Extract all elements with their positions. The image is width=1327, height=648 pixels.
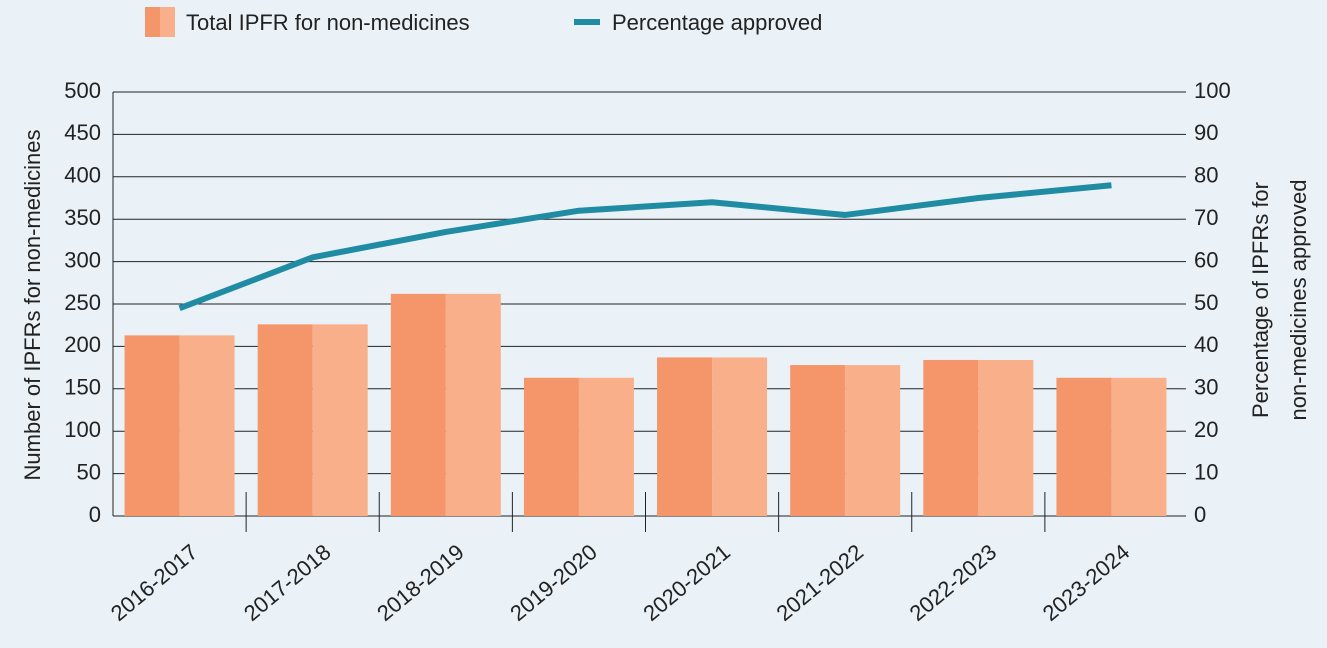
y2-tick-label: 90 xyxy=(1194,120,1218,145)
bar xyxy=(657,357,768,516)
x-tick-group: 2020-2021 xyxy=(638,539,735,626)
y2-tick-label: 30 xyxy=(1194,375,1218,400)
bar-left xyxy=(1056,377,1112,516)
bar xyxy=(257,324,368,516)
y-tick-label: 500 xyxy=(64,78,101,103)
y2-tick-label: 60 xyxy=(1194,247,1218,272)
y-axis-title: Number of IPFRs for non-medicines xyxy=(20,130,45,481)
legend-swatch-left xyxy=(145,7,160,37)
y2-tick-label: 70 xyxy=(1194,205,1218,230)
legend-label: Total IPFR for non-medicines xyxy=(186,10,470,35)
y-tick-label: 200 xyxy=(64,332,101,357)
y-axis-title-text: Number of IPFRs for non-medicines xyxy=(20,130,45,481)
bar-left xyxy=(124,335,180,516)
x-tick-group: 2018-2019 xyxy=(372,539,469,626)
y2-tick-label: 50 xyxy=(1194,290,1218,315)
bar xyxy=(923,359,1034,516)
y2-tick-label: 100 xyxy=(1194,78,1231,103)
bar-right xyxy=(845,365,901,516)
bar xyxy=(390,293,501,516)
x-tick-label: 2016-2017 xyxy=(106,539,203,626)
x-tick-label: 2019-2020 xyxy=(505,539,602,626)
bar-right xyxy=(179,335,235,516)
x-tick-label: 2023-2024 xyxy=(1038,539,1135,626)
bar-left xyxy=(523,377,579,516)
x-tick-group: 2019-2020 xyxy=(505,539,602,626)
line xyxy=(178,182,1112,312)
x-tick-group: 2016-2017 xyxy=(106,539,203,626)
x-tick-label: 2018-2019 xyxy=(372,539,469,626)
x-tick-group: 2023-2024 xyxy=(1038,539,1135,626)
bar-right xyxy=(312,324,368,516)
legend-label: Percentage approved xyxy=(612,10,822,35)
bar-right xyxy=(578,377,634,516)
y2-axis-title: Percentage of IPFRs for non-medicines ap… xyxy=(1248,180,1311,421)
x-tick-label: 2017-2018 xyxy=(239,539,336,626)
bar-right xyxy=(712,357,768,516)
bar-left xyxy=(923,359,979,516)
x-tick-group: 2017-2018 xyxy=(239,539,336,626)
y2-tick-label: 40 xyxy=(1194,332,1218,357)
y2-axis-title-line: non-medicines approved xyxy=(1286,180,1311,421)
x-tick-label: 2021-2022 xyxy=(771,539,868,626)
y-tick-label: 300 xyxy=(64,247,101,272)
y-tick-label: 50 xyxy=(77,459,101,484)
bar xyxy=(1056,377,1167,516)
bar-right xyxy=(445,293,501,516)
y-tick-label: 100 xyxy=(64,417,101,442)
x-tick-label: 2020-2021 xyxy=(638,539,735,626)
bar-left xyxy=(657,357,713,516)
y-tick-label: 400 xyxy=(64,163,101,188)
y-tick-label: 150 xyxy=(64,375,101,400)
bar-left xyxy=(390,293,446,516)
bar-left xyxy=(790,365,846,516)
y2-tick-label: 20 xyxy=(1194,417,1218,442)
y-tick-label: 350 xyxy=(64,205,101,230)
y2-tick-label: 10 xyxy=(1194,459,1218,484)
y2-axis-title-line: Percentage of IPFRs for xyxy=(1248,182,1273,418)
bar xyxy=(523,377,634,516)
bar-right xyxy=(978,359,1034,516)
y-tick-label: 250 xyxy=(64,290,101,315)
legend-swatch-right xyxy=(160,7,175,37)
bar-right xyxy=(1111,377,1167,516)
x-tick-group: 2021-2022 xyxy=(771,539,868,626)
x-tick-group: 2022-2023 xyxy=(905,539,1002,626)
y2-tick-label: 80 xyxy=(1194,163,1218,188)
bar-left xyxy=(257,324,313,516)
y2-tick-label: 0 xyxy=(1194,502,1206,527)
bar xyxy=(790,365,901,516)
bar xyxy=(124,335,235,516)
y-tick-label: 450 xyxy=(64,120,101,145)
x-tick-label: 2022-2023 xyxy=(905,539,1002,626)
y-tick-label: 0 xyxy=(89,502,101,527)
